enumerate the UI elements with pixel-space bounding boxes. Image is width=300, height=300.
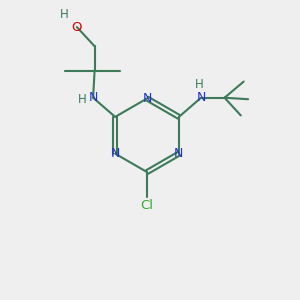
Text: Cl: Cl xyxy=(141,199,154,212)
Text: N: N xyxy=(174,147,184,160)
Text: N: N xyxy=(196,91,206,104)
Text: N: N xyxy=(142,92,152,105)
Text: H: H xyxy=(195,78,204,91)
Text: H: H xyxy=(60,8,69,21)
Text: N: N xyxy=(110,147,120,160)
Text: O: O xyxy=(72,21,82,34)
Text: N: N xyxy=(88,91,98,104)
Text: H: H xyxy=(77,93,86,106)
